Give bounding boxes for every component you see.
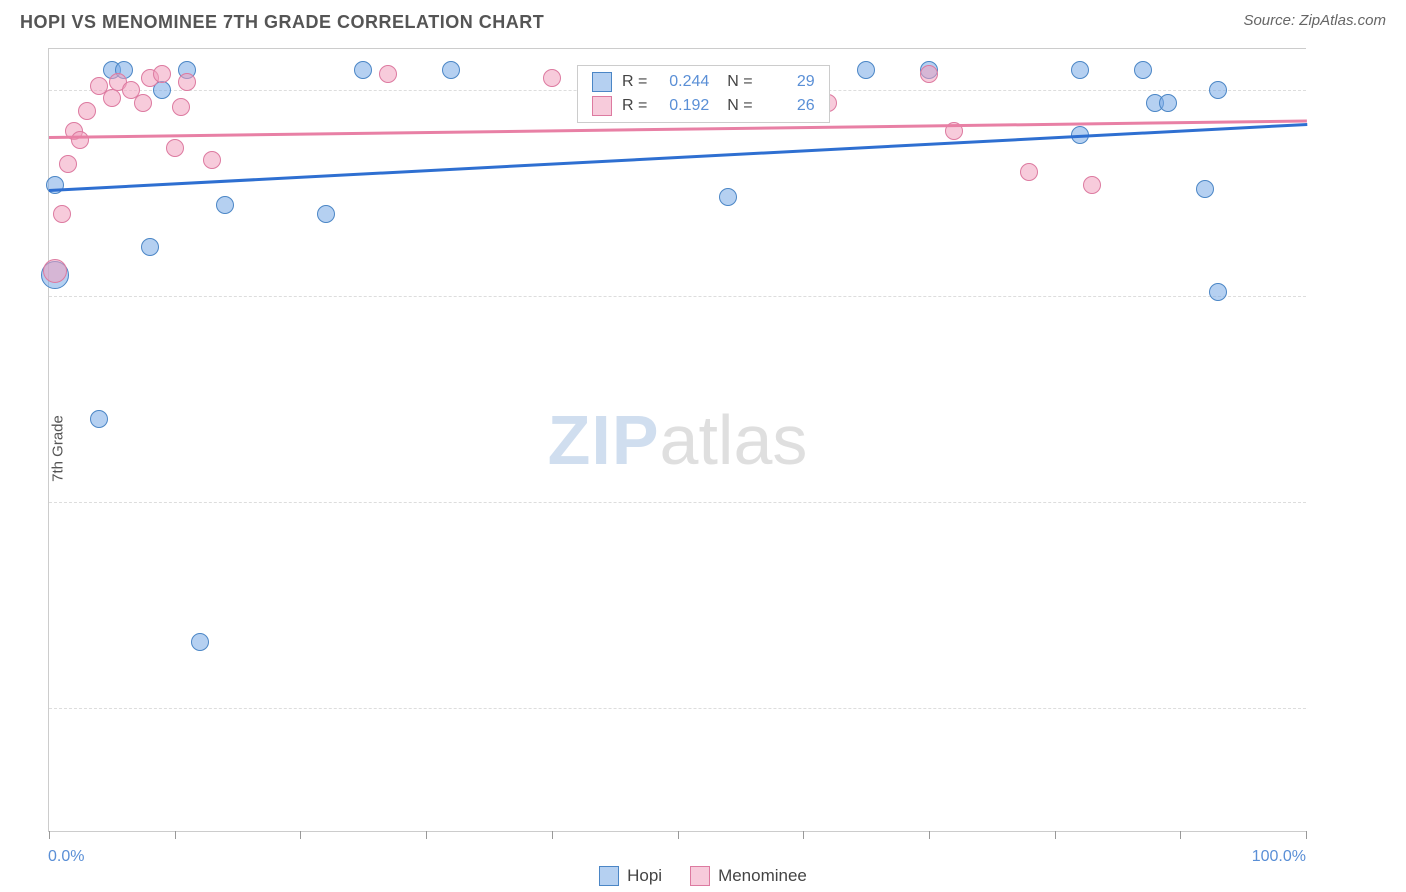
data-point: [354, 61, 372, 79]
data-point: [543, 69, 561, 87]
gridline: [49, 502, 1306, 503]
data-point: [203, 151, 221, 169]
watermark: ZIPatlas: [548, 400, 808, 480]
data-point: [90, 410, 108, 428]
data-point: [172, 98, 190, 116]
legend-swatch: [592, 96, 612, 116]
legend-n-value: 29: [763, 73, 815, 91]
x-tick-label: 100.0%: [1252, 848, 1306, 866]
legend-row: R = 0.192 N = 26: [578, 94, 829, 118]
data-point: [134, 94, 152, 112]
legend-item: Hopi: [599, 866, 662, 886]
data-point: [317, 205, 335, 223]
legend-n-label: N =: [727, 97, 752, 115]
legend-r-label: R =: [622, 73, 647, 91]
legend-item: Menominee: [690, 866, 807, 886]
data-point: [1159, 94, 1177, 112]
legend-n-value: 26: [763, 97, 815, 115]
legend-swatch: [599, 866, 619, 886]
x-tick: [803, 831, 804, 839]
gridline: [49, 708, 1306, 709]
data-point: [71, 131, 89, 149]
data-point: [191, 633, 209, 651]
source-label: Source: ZipAtlas.com: [1243, 12, 1386, 29]
data-point: [103, 89, 121, 107]
plot-box: ZIPatlas R = 0.244 N = 29 R = 0.192 N = 26: [48, 48, 1306, 832]
legend-swatch: [592, 72, 612, 92]
correlation-legend: R = 0.244 N = 29 R = 0.192 N = 26: [577, 65, 830, 123]
data-point: [59, 155, 77, 173]
legend-r-value: 0.244: [657, 73, 709, 91]
data-point: [78, 102, 96, 120]
data-point: [1071, 61, 1089, 79]
x-tick: [1055, 831, 1056, 839]
x-tick: [1180, 831, 1181, 839]
x-tick: [426, 831, 427, 839]
data-point: [442, 61, 460, 79]
x-tick: [1306, 831, 1307, 839]
data-point: [178, 73, 196, 91]
x-tick: [300, 831, 301, 839]
data-point: [719, 188, 737, 206]
data-point: [1083, 176, 1101, 194]
x-tick: [552, 831, 553, 839]
legend-r-label: R =: [622, 97, 647, 115]
data-point: [166, 139, 184, 157]
legend-label: Hopi: [627, 866, 662, 886]
x-tick: [49, 831, 50, 839]
gridline: [49, 296, 1306, 297]
data-point: [1209, 283, 1227, 301]
data-point: [1020, 163, 1038, 181]
x-tick: [929, 831, 930, 839]
chart-title: HOPI VS MENOMINEE 7TH GRADE CORRELATION …: [20, 12, 544, 33]
data-point: [216, 196, 234, 214]
data-point: [920, 65, 938, 83]
x-tick: [175, 831, 176, 839]
data-point: [141, 238, 159, 256]
legend-label: Menominee: [718, 866, 807, 886]
data-point: [1134, 61, 1152, 79]
legend-row: R = 0.244 N = 29: [578, 70, 829, 94]
data-point: [43, 259, 67, 283]
data-point: [153, 65, 171, 83]
data-point: [857, 61, 875, 79]
bottom-legend: Hopi Menominee: [0, 866, 1406, 886]
x-tick: [678, 831, 679, 839]
data-point: [379, 65, 397, 83]
chart-area: 7th Grade ZIPatlas R =0.244N =29R =0.192…: [48, 48, 1386, 832]
legend-n-label: N =: [727, 73, 752, 91]
data-point: [1196, 180, 1214, 198]
data-point: [1209, 81, 1227, 99]
legend-swatch: [690, 866, 710, 886]
x-tick-label: 0.0%: [48, 848, 84, 866]
data-point: [53, 205, 71, 223]
legend-r-value: 0.192: [657, 97, 709, 115]
